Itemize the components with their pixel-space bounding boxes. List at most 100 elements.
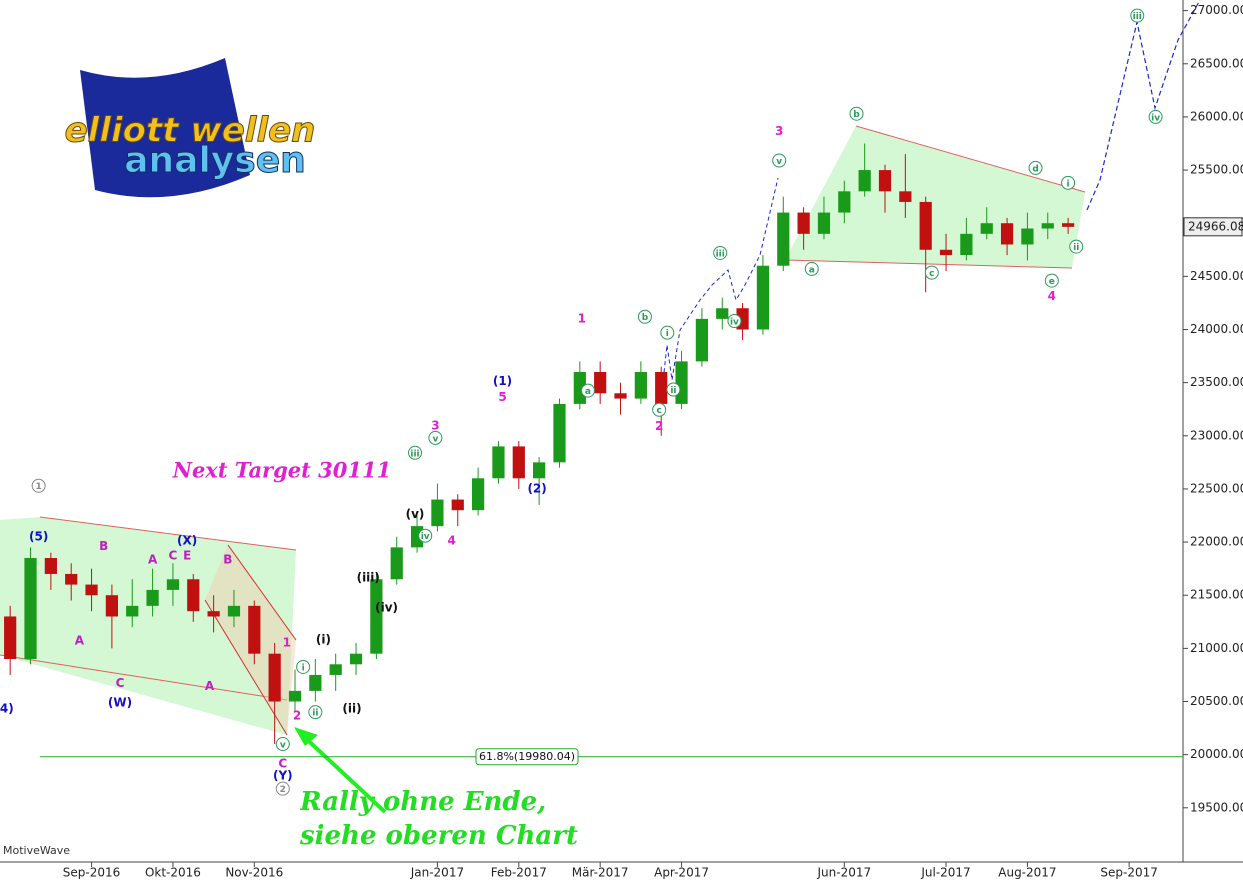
candle-body — [634, 372, 647, 399]
candle-body — [797, 212, 810, 234]
fib-box — [475, 748, 579, 766]
candle-body — [4, 616, 17, 659]
wave-label: a — [809, 265, 815, 275]
candle-body — [126, 605, 139, 617]
y-tick-label: 21500.00 — [1190, 588, 1243, 602]
wave-label: iv — [730, 317, 739, 327]
wave-circle — [804, 261, 819, 276]
wave-label: (2) — [527, 481, 546, 495]
wave-label: A — [205, 679, 215, 693]
candle-body — [248, 605, 261, 654]
candle-body — [24, 558, 37, 659]
candle-body — [370, 579, 383, 654]
channel-line — [39, 516, 297, 551]
candle-body — [838, 191, 851, 213]
y-tick-label: 24500.00 — [1190, 269, 1243, 283]
x-tick-label: Aug-2017 — [998, 866, 1056, 880]
wedge-line — [227, 544, 297, 641]
wave-circle — [660, 325, 675, 340]
wave-circle — [308, 705, 323, 720]
candle-body — [980, 223, 993, 234]
note-box: Rally ohne Ende, siehe oberen Chart — [300, 787, 578, 851]
candle-body — [207, 611, 220, 617]
x-tick-label: Sep-2016 — [63, 866, 121, 880]
y-tick-label: 19500.00 — [1190, 800, 1243, 814]
logo-text: elliott wellen — [65, 111, 316, 151]
wave-circle — [1148, 109, 1163, 124]
wave-circle — [727, 313, 742, 328]
wave-circle — [428, 430, 443, 445]
wave-label: c — [929, 269, 934, 279]
y-tick-label: 22000.00 — [1190, 535, 1243, 549]
candle-body — [349, 653, 363, 665]
y-tick-label: 26000.00 — [1190, 109, 1243, 123]
candle-body — [756, 265, 770, 330]
wave-circle — [849, 106, 864, 121]
y-tick-label: 20000.00 — [1190, 747, 1243, 761]
wave-label: d — [1032, 164, 1038, 174]
wave-circle — [1028, 160, 1043, 175]
candle-body — [817, 212, 831, 234]
wave-label: C — [169, 548, 178, 562]
candle-body — [614, 393, 627, 399]
x-tick-label: Jul-2017 — [920, 866, 970, 880]
candle-body — [675, 361, 688, 404]
wave-label: (Y) — [273, 768, 293, 782]
wave-label: 3 — [431, 419, 439, 433]
wave-label: 2 — [655, 419, 663, 433]
wave-circle — [637, 309, 652, 324]
candle-body — [44, 558, 57, 574]
wave-label: A — [75, 633, 85, 647]
x-tick-label: Apr-2017 — [654, 866, 709, 880]
y-tick-label: 24000.00 — [1190, 322, 1243, 336]
channel-line — [0, 654, 288, 701]
candle-body — [533, 462, 546, 479]
arrow-head — [294, 727, 318, 746]
wave-label: 1 — [283, 635, 291, 649]
x-tick-label: Sep-2017 — [1100, 866, 1158, 880]
candle-body — [777, 212, 790, 266]
wave-label: 2 — [293, 708, 301, 722]
wave-label: (v) — [406, 507, 425, 521]
y-tick-label: 26500.00 — [1190, 56, 1243, 70]
wave-label: c — [657, 406, 662, 416]
candle-body — [472, 478, 485, 511]
wave-label: C — [116, 676, 125, 690]
candle-body — [329, 664, 342, 675]
triangle-line — [784, 259, 1073, 269]
wave-label: 4 — [1048, 289, 1056, 303]
wave-label: i — [1067, 179, 1070, 189]
candle-body — [390, 547, 403, 580]
y-tick-label: 20500.00 — [1190, 694, 1243, 708]
wave-circle — [418, 528, 433, 543]
wave-label: a — [585, 387, 591, 397]
wave-circle — [652, 402, 667, 417]
wave-label: iv — [1151, 113, 1160, 123]
candle-body — [65, 573, 78, 585]
wave-label: ii — [670, 386, 676, 396]
candle-body — [146, 589, 159, 606]
candle-body — [187, 579, 200, 612]
candle-body — [1000, 223, 1014, 245]
wave-circle — [1130, 8, 1145, 23]
projection — [1086, 0, 1201, 211]
candle-body — [919, 201, 932, 250]
wave-label: iii — [1133, 12, 1142, 22]
wave-label: E — [183, 548, 191, 562]
wave-circle — [275, 737, 290, 752]
wave-label: (X) — [177, 533, 197, 547]
x-tick-label: Okt-2016 — [145, 866, 201, 880]
arrow — [298, 731, 387, 814]
candle-body — [492, 446, 505, 479]
wave-label: C — [278, 757, 287, 771]
wave-label: B — [99, 539, 108, 553]
x-tick-label: Mär-2017 — [572, 866, 629, 880]
logo-text: analysen — [124, 140, 306, 181]
candle-body — [268, 653, 281, 702]
candle-body — [553, 403, 566, 463]
wave-label: iii — [410, 449, 419, 459]
wave-label: (5) — [29, 530, 48, 544]
wave-label: i — [302, 663, 305, 673]
candle-body — [431, 499, 444, 527]
wave-circle — [924, 265, 939, 280]
